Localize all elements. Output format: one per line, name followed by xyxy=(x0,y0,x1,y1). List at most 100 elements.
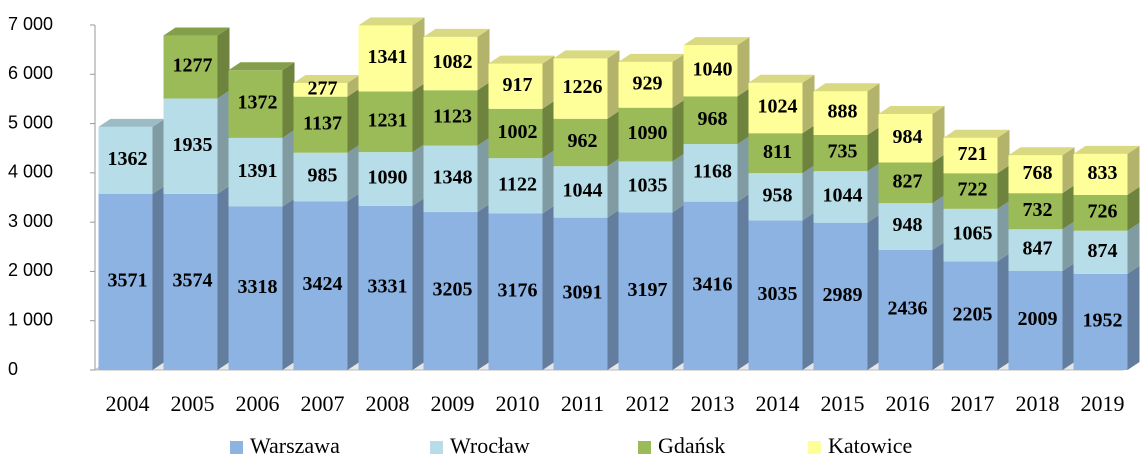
bar-side xyxy=(412,144,425,206)
bar-side xyxy=(932,195,945,250)
x-tick-label: 2012 xyxy=(626,391,670,416)
bar-side xyxy=(737,193,750,370)
bar xyxy=(943,261,998,370)
value-label: 2009 xyxy=(1018,308,1058,330)
bar xyxy=(618,61,673,108)
bar-side xyxy=(347,75,360,97)
bar-side xyxy=(802,165,815,221)
bar-side xyxy=(217,90,230,194)
legend-label: Warszawa xyxy=(250,433,340,458)
bar xyxy=(813,135,868,172)
value-label: 3318 xyxy=(238,276,278,298)
bar xyxy=(1073,230,1128,274)
value-label: 2205 xyxy=(953,303,993,325)
value-label: 768 xyxy=(1023,162,1053,184)
value-label: 811 xyxy=(763,141,792,163)
x-tick-label: 2015 xyxy=(821,391,865,416)
bar xyxy=(98,126,153,195)
bar-top xyxy=(98,118,165,127)
value-label: 1090 xyxy=(368,167,408,189)
bar-side xyxy=(282,129,295,207)
bar xyxy=(943,208,998,262)
bar-side xyxy=(1127,222,1140,274)
bar-side xyxy=(672,99,685,162)
bar xyxy=(813,91,868,136)
bar-side xyxy=(672,153,685,213)
bar-side xyxy=(737,37,750,97)
bar xyxy=(423,145,478,213)
value-label: 1122 xyxy=(498,173,537,195)
legend-label: Katowice xyxy=(828,433,912,458)
bar-side xyxy=(1062,262,1075,370)
y-tick-label: 1 000 xyxy=(8,309,53,329)
bar-top xyxy=(618,53,685,62)
value-label: 721 xyxy=(958,143,988,165)
value-label: 1090 xyxy=(628,122,668,144)
bar xyxy=(423,90,478,146)
value-label: 968 xyxy=(698,108,728,130)
bar xyxy=(488,213,543,370)
bar-top xyxy=(878,105,945,114)
value-label: 1231 xyxy=(368,109,408,131)
bar-side xyxy=(802,125,815,174)
x-tick-label: 2006 xyxy=(236,391,280,416)
value-label: 726 xyxy=(1088,200,1118,222)
bar xyxy=(358,25,413,92)
bar-side xyxy=(867,127,880,172)
value-label: 3197 xyxy=(628,279,668,301)
bar-side xyxy=(932,154,945,204)
bar xyxy=(98,194,153,370)
value-label: 732 xyxy=(1023,199,1053,221)
bar xyxy=(748,82,803,134)
bar xyxy=(1008,229,1063,271)
bar xyxy=(683,96,738,145)
bar xyxy=(423,212,478,370)
bar xyxy=(683,201,738,370)
value-label: 1044 xyxy=(823,185,863,207)
bar-side xyxy=(1062,147,1075,194)
legend-label: Wrocław xyxy=(450,433,530,458)
x-tick-label: 2005 xyxy=(171,391,215,416)
x-tick-label: 2013 xyxy=(691,391,735,416)
y-tick-label: 3 000 xyxy=(8,211,53,231)
bar xyxy=(358,91,413,153)
bar-side xyxy=(867,214,880,370)
y-tick-label: 6 000 xyxy=(8,63,53,83)
bar-side xyxy=(282,198,295,370)
x-tick-label: 2014 xyxy=(756,391,800,416)
value-label: 888 xyxy=(828,101,858,123)
bar xyxy=(813,171,868,223)
value-label: 3176 xyxy=(498,279,538,301)
value-label: 3416 xyxy=(693,273,733,295)
bar-side xyxy=(607,209,620,370)
bar-top xyxy=(163,27,230,36)
bar-side xyxy=(672,204,685,370)
bar-side xyxy=(1127,265,1140,370)
bar-side xyxy=(1127,186,1140,231)
bar-side xyxy=(1062,221,1075,271)
bar xyxy=(358,205,413,370)
bar xyxy=(1073,153,1128,195)
bar xyxy=(683,45,738,97)
value-label: 735 xyxy=(828,141,858,163)
bar-side xyxy=(737,136,750,202)
bar xyxy=(293,83,348,97)
value-label: 277 xyxy=(308,77,338,99)
value-label: 874 xyxy=(1088,240,1118,262)
value-label: 827 xyxy=(893,170,923,192)
value-label: 1044 xyxy=(563,180,603,202)
value-label: 1035 xyxy=(628,175,668,197)
bar-side xyxy=(997,165,1010,209)
bar xyxy=(1008,270,1063,370)
bar xyxy=(1008,193,1063,230)
bar-side xyxy=(867,163,880,223)
bar-side xyxy=(997,129,1010,174)
bar-top xyxy=(683,37,750,46)
value-label: 1024 xyxy=(758,96,798,118)
value-label: 3331 xyxy=(368,276,408,298)
value-label: 2436 xyxy=(888,298,928,320)
value-label: 948 xyxy=(893,214,923,236)
bar-side xyxy=(542,55,555,109)
bar xyxy=(293,152,348,202)
bar-side xyxy=(542,150,555,214)
